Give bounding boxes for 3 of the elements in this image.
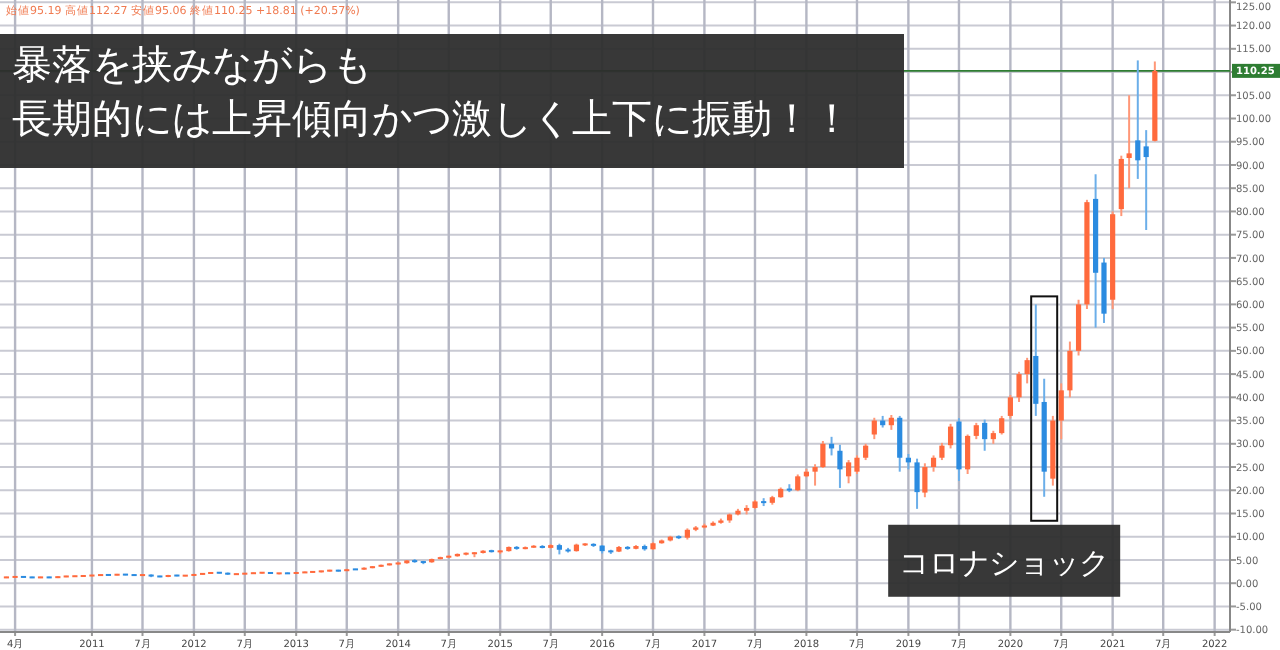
annotation: コロナショック — [899, 544, 1110, 581]
text: 暴落を挟みながらも — [12, 40, 372, 88]
text: 長期的には上昇傾向かつ激しく上下に振動！！ — [12, 94, 852, 142]
